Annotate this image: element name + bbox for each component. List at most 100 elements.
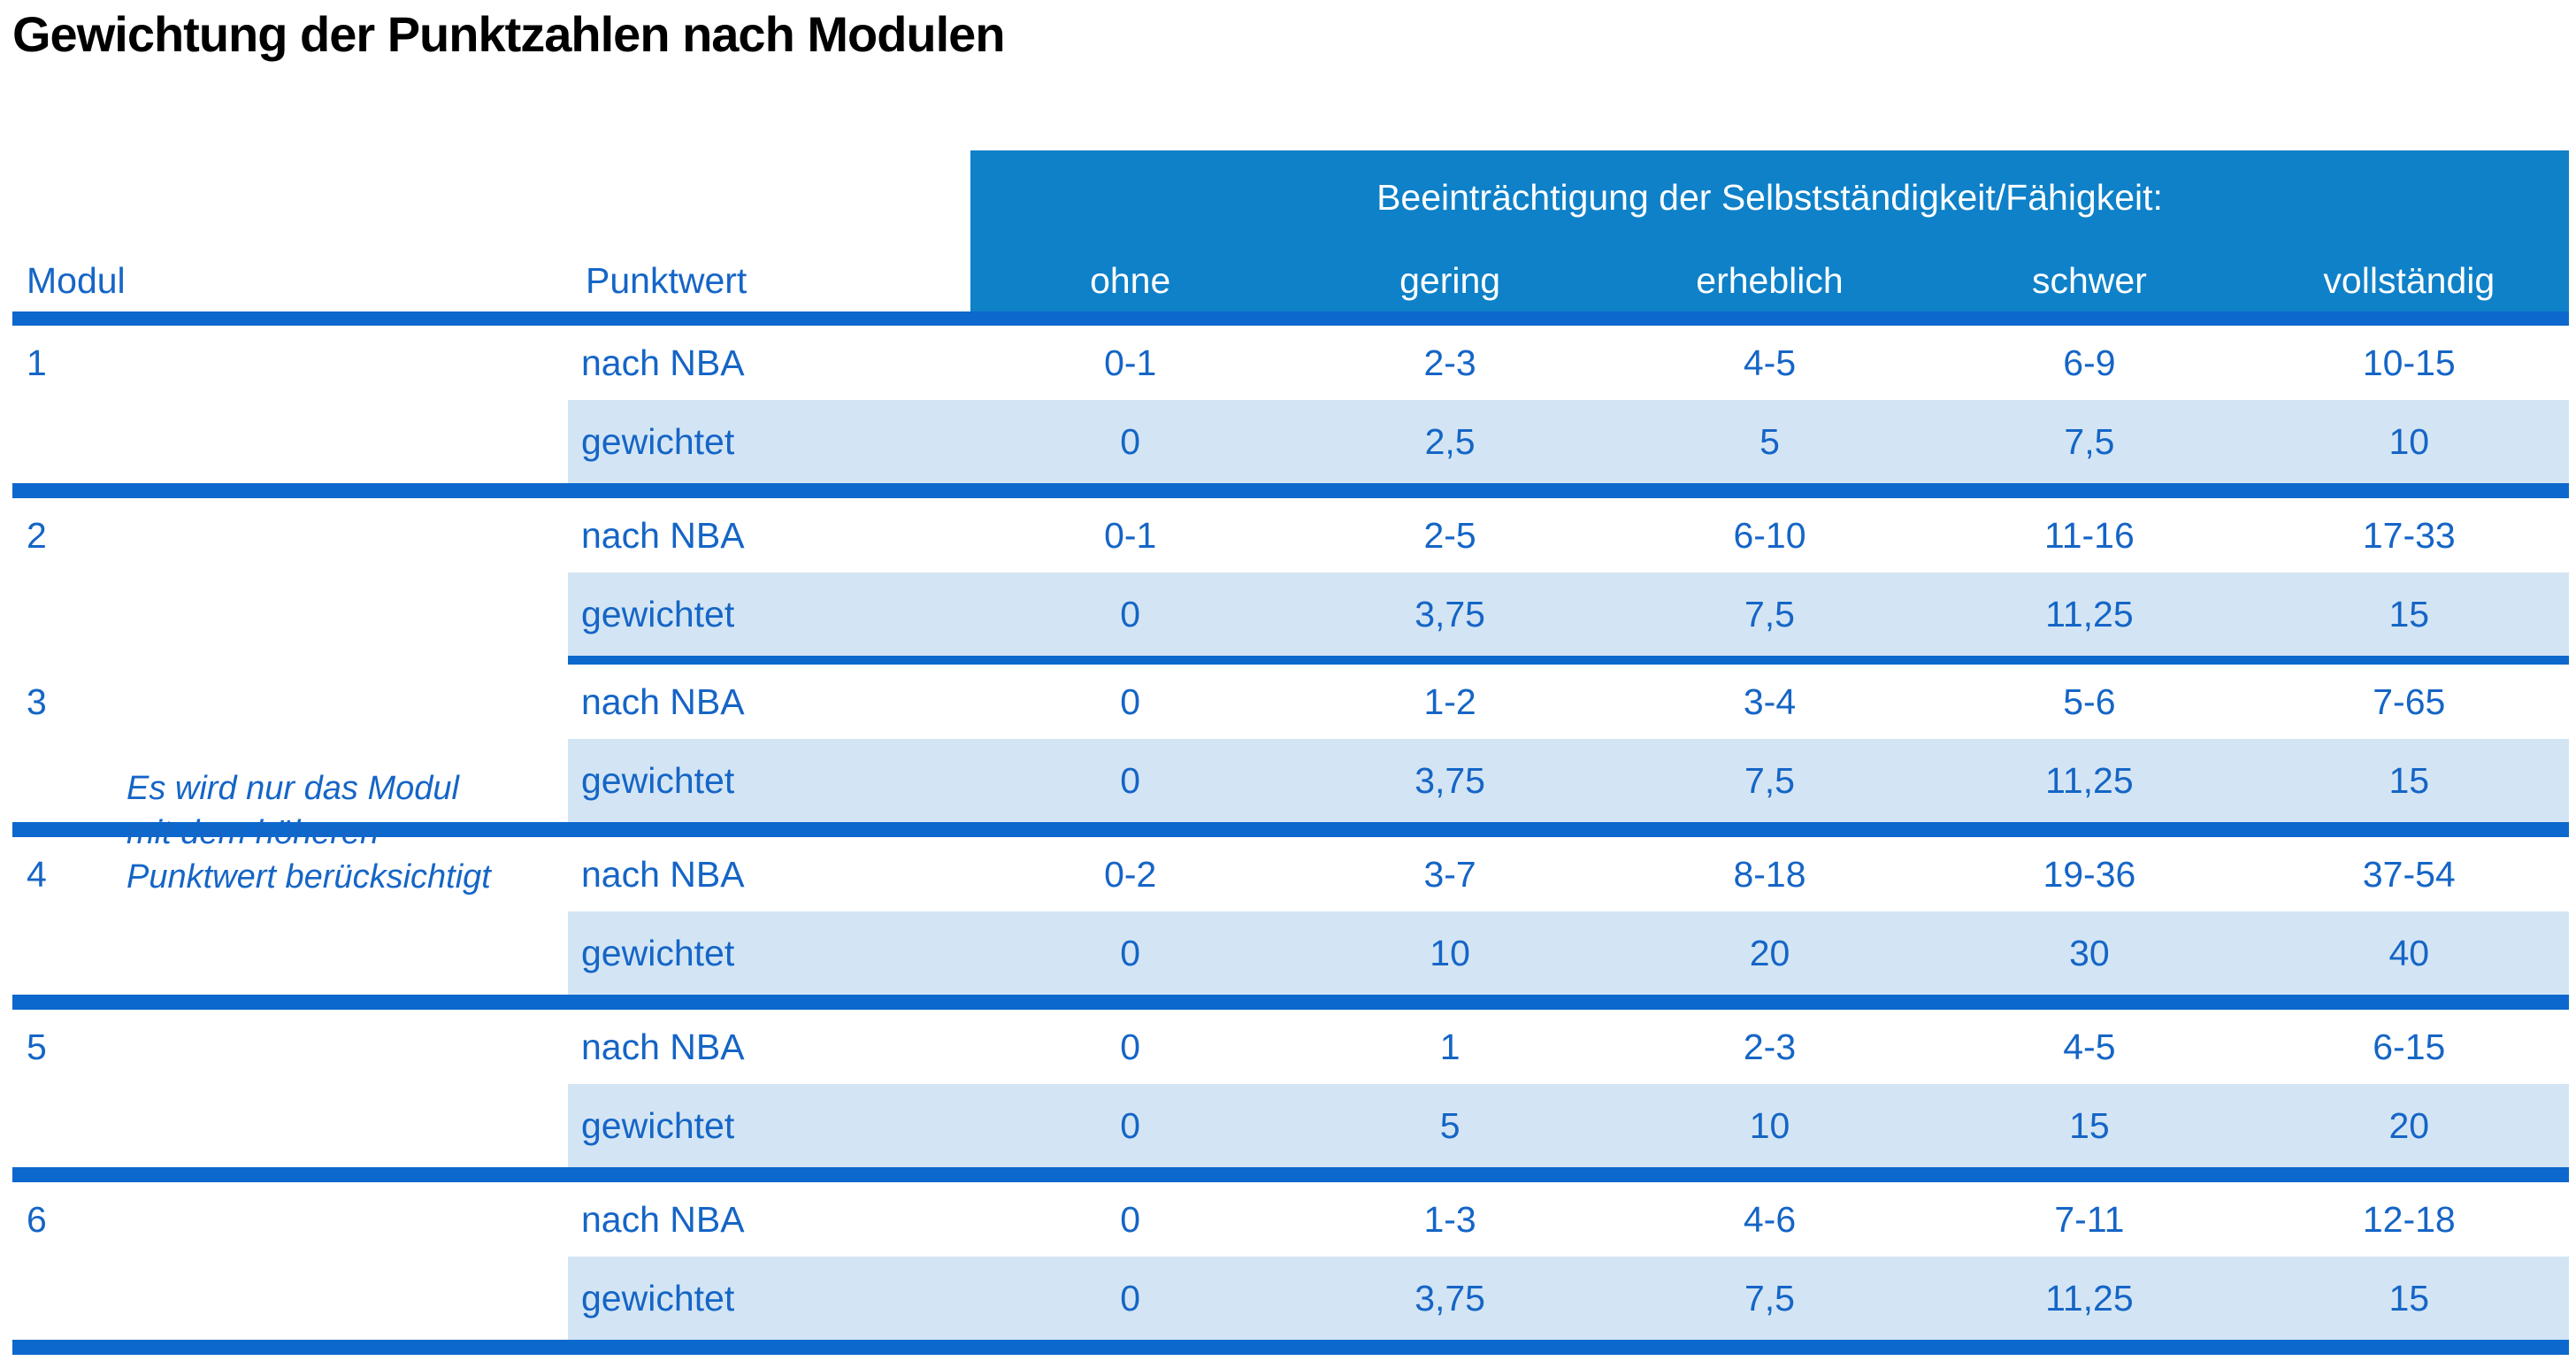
row-type-label: gewichtet [568, 573, 970, 656]
score-cell: 7,5 [1609, 1257, 1930, 1340]
score-cell: 2-3 [1743, 1026, 1797, 1067]
module-number: 2 [27, 514, 47, 556]
score-cell: 11,25 [1929, 1257, 2250, 1340]
module-number: 5 [27, 1026, 47, 1067]
module-number-empty [12, 400, 568, 483]
row-type-label: gewichtet [568, 400, 970, 483]
table-header: Beeinträchtigung der Selbstständigkeit/F… [12, 150, 2569, 326]
score-cell: 7,5 [1609, 573, 1930, 656]
score-cell: 0-2 [1104, 853, 1157, 895]
note-line: mit dem höheren [126, 814, 380, 851]
severity-header-ohne: ohne [1090, 259, 1171, 301]
table-bottom-line [12, 1340, 2569, 1355]
score-cell: 15 [1929, 1084, 2250, 1167]
module-separator-line [12, 822, 2569, 837]
score-cell: 0 [1120, 680, 1141, 722]
score-cell: 15 [2249, 1257, 2569, 1340]
module-number: 3 [27, 680, 47, 722]
score-cell: 2-5 [1423, 514, 1476, 556]
row-type-label: nach NBA [581, 853, 745, 895]
page-title: Gewichtung der Punktzahlen nach Modulen [12, 6, 1006, 62]
score-cell: 2,5 [1290, 400, 1610, 483]
module-separator-line [12, 483, 2569, 498]
score-cell: 0 [970, 573, 1291, 656]
row-type-label: gewichtet [568, 739, 970, 822]
score-cell: 0 [970, 911, 1291, 995]
row-type-label: gewichtet [568, 1084, 970, 1167]
row-type-label: gewichtet [568, 1257, 970, 1340]
module-number: 6 [27, 1198, 47, 1240]
module-number: 1 [27, 342, 47, 383]
score-cell: 0 [970, 739, 1291, 822]
score-cell: 0-1 [1104, 514, 1157, 556]
score-cell: 37-54 [2362, 853, 2456, 895]
column-header-row: Modul Punktwert ohne gering erheblich sc… [12, 250, 2569, 311]
score-cell: 0 [970, 1257, 1291, 1340]
score-cell: 0 [1120, 1026, 1141, 1067]
weighting-table: Beeinträchtigung der Selbstständigkeit/F… [12, 150, 2569, 1355]
score-cell: 4-6 [1743, 1198, 1797, 1240]
score-cell: 3-7 [1423, 853, 1476, 895]
severity-header-gering: gering [1399, 259, 1501, 301]
header-divider-line [12, 311, 2569, 326]
score-cell: 15 [2249, 573, 2569, 656]
module2-3-note: Es wird nur das Modul mit dem höheren Pu… [126, 766, 569, 899]
score-cell: 3,75 [1290, 573, 1610, 656]
row-type-label: nach NBA [581, 514, 745, 556]
score-cell: 10 [1609, 1084, 1930, 1167]
severity-header-vollstaendig: vollständig [2323, 259, 2496, 301]
row-type-label: nach NBA [581, 1198, 745, 1240]
note-line: Punktwert berücksichtigt [126, 858, 491, 896]
score-cell: 11,25 [1929, 739, 2250, 822]
score-cell: 7,5 [1609, 739, 1930, 822]
score-cell: 4-5 [1743, 342, 1797, 383]
score-cell: 11-16 [2043, 514, 2135, 556]
score-cell: 8-18 [1733, 853, 1806, 895]
score-cell: 40 [2249, 911, 2569, 995]
score-cell: 15 [2249, 739, 2569, 822]
score-cell: 3,75 [1290, 739, 1610, 822]
score-cell: 12-18 [2362, 1198, 2456, 1240]
table-body: 1 nach NBA 0-1 2-3 4-5 6-9 10-15 gewicht… [12, 326, 2569, 1355]
score-cell: 5 [1609, 400, 1930, 483]
module-number-empty [12, 1257, 568, 1340]
score-cell: 20 [1609, 911, 1930, 995]
score-cell: 10 [1290, 911, 1610, 995]
row-type-label: gewichtet [568, 911, 970, 995]
impairment-header-label: Beeinträchtigung der Selbstständigkeit/F… [1376, 177, 2163, 218]
score-cell: 0 [970, 1084, 1291, 1167]
score-cell: 7-11 [2054, 1198, 2125, 1240]
impairment-header-band: Beeinträchtigung der Selbstständigkeit/F… [970, 150, 2569, 311]
score-cell: 7,5 [1929, 400, 2250, 483]
score-cell: 10-15 [2362, 342, 2456, 383]
score-cell: 0-1 [1104, 342, 1157, 383]
module-number-empty [12, 1084, 568, 1167]
column-header-modul: Modul [27, 259, 126, 301]
score-cell: 7-65 [2373, 680, 2446, 722]
score-cell: 1-2 [1423, 680, 1476, 722]
score-cell: 6-9 [2063, 342, 2116, 383]
severity-header-erheblich: erheblich [1696, 259, 1844, 301]
column-header-punktwert: Punktwert [586, 259, 748, 301]
module-number-empty [12, 573, 568, 656]
score-cell: 17-33 [2362, 514, 2456, 556]
score-cell: 5-6 [2063, 680, 2116, 722]
score-cell: 0 [970, 400, 1291, 483]
note-line: Es wird nur das Modul [126, 770, 459, 807]
score-cell: 20 [2249, 1084, 2569, 1167]
score-cell: 1 [1439, 1026, 1460, 1067]
score-cell: 10 [2249, 400, 2569, 483]
score-cell: 19-36 [2043, 853, 2136, 895]
score-cell: 2-3 [1423, 342, 1476, 383]
score-cell: 6-15 [2373, 1026, 2446, 1067]
row-type-label: nach NBA [581, 342, 745, 383]
score-cell: 0 [1120, 1198, 1141, 1240]
score-cell: 3,75 [1290, 1257, 1610, 1340]
score-cell: 11,25 [1929, 573, 2250, 656]
module-number-empty [12, 911, 568, 995]
row-type-label: nach NBA [581, 680, 745, 722]
module-number: 4 [27, 853, 47, 895]
thin-separator-spacer [12, 656, 568, 665]
severity-header-schwer: schwer [2031, 259, 2147, 301]
